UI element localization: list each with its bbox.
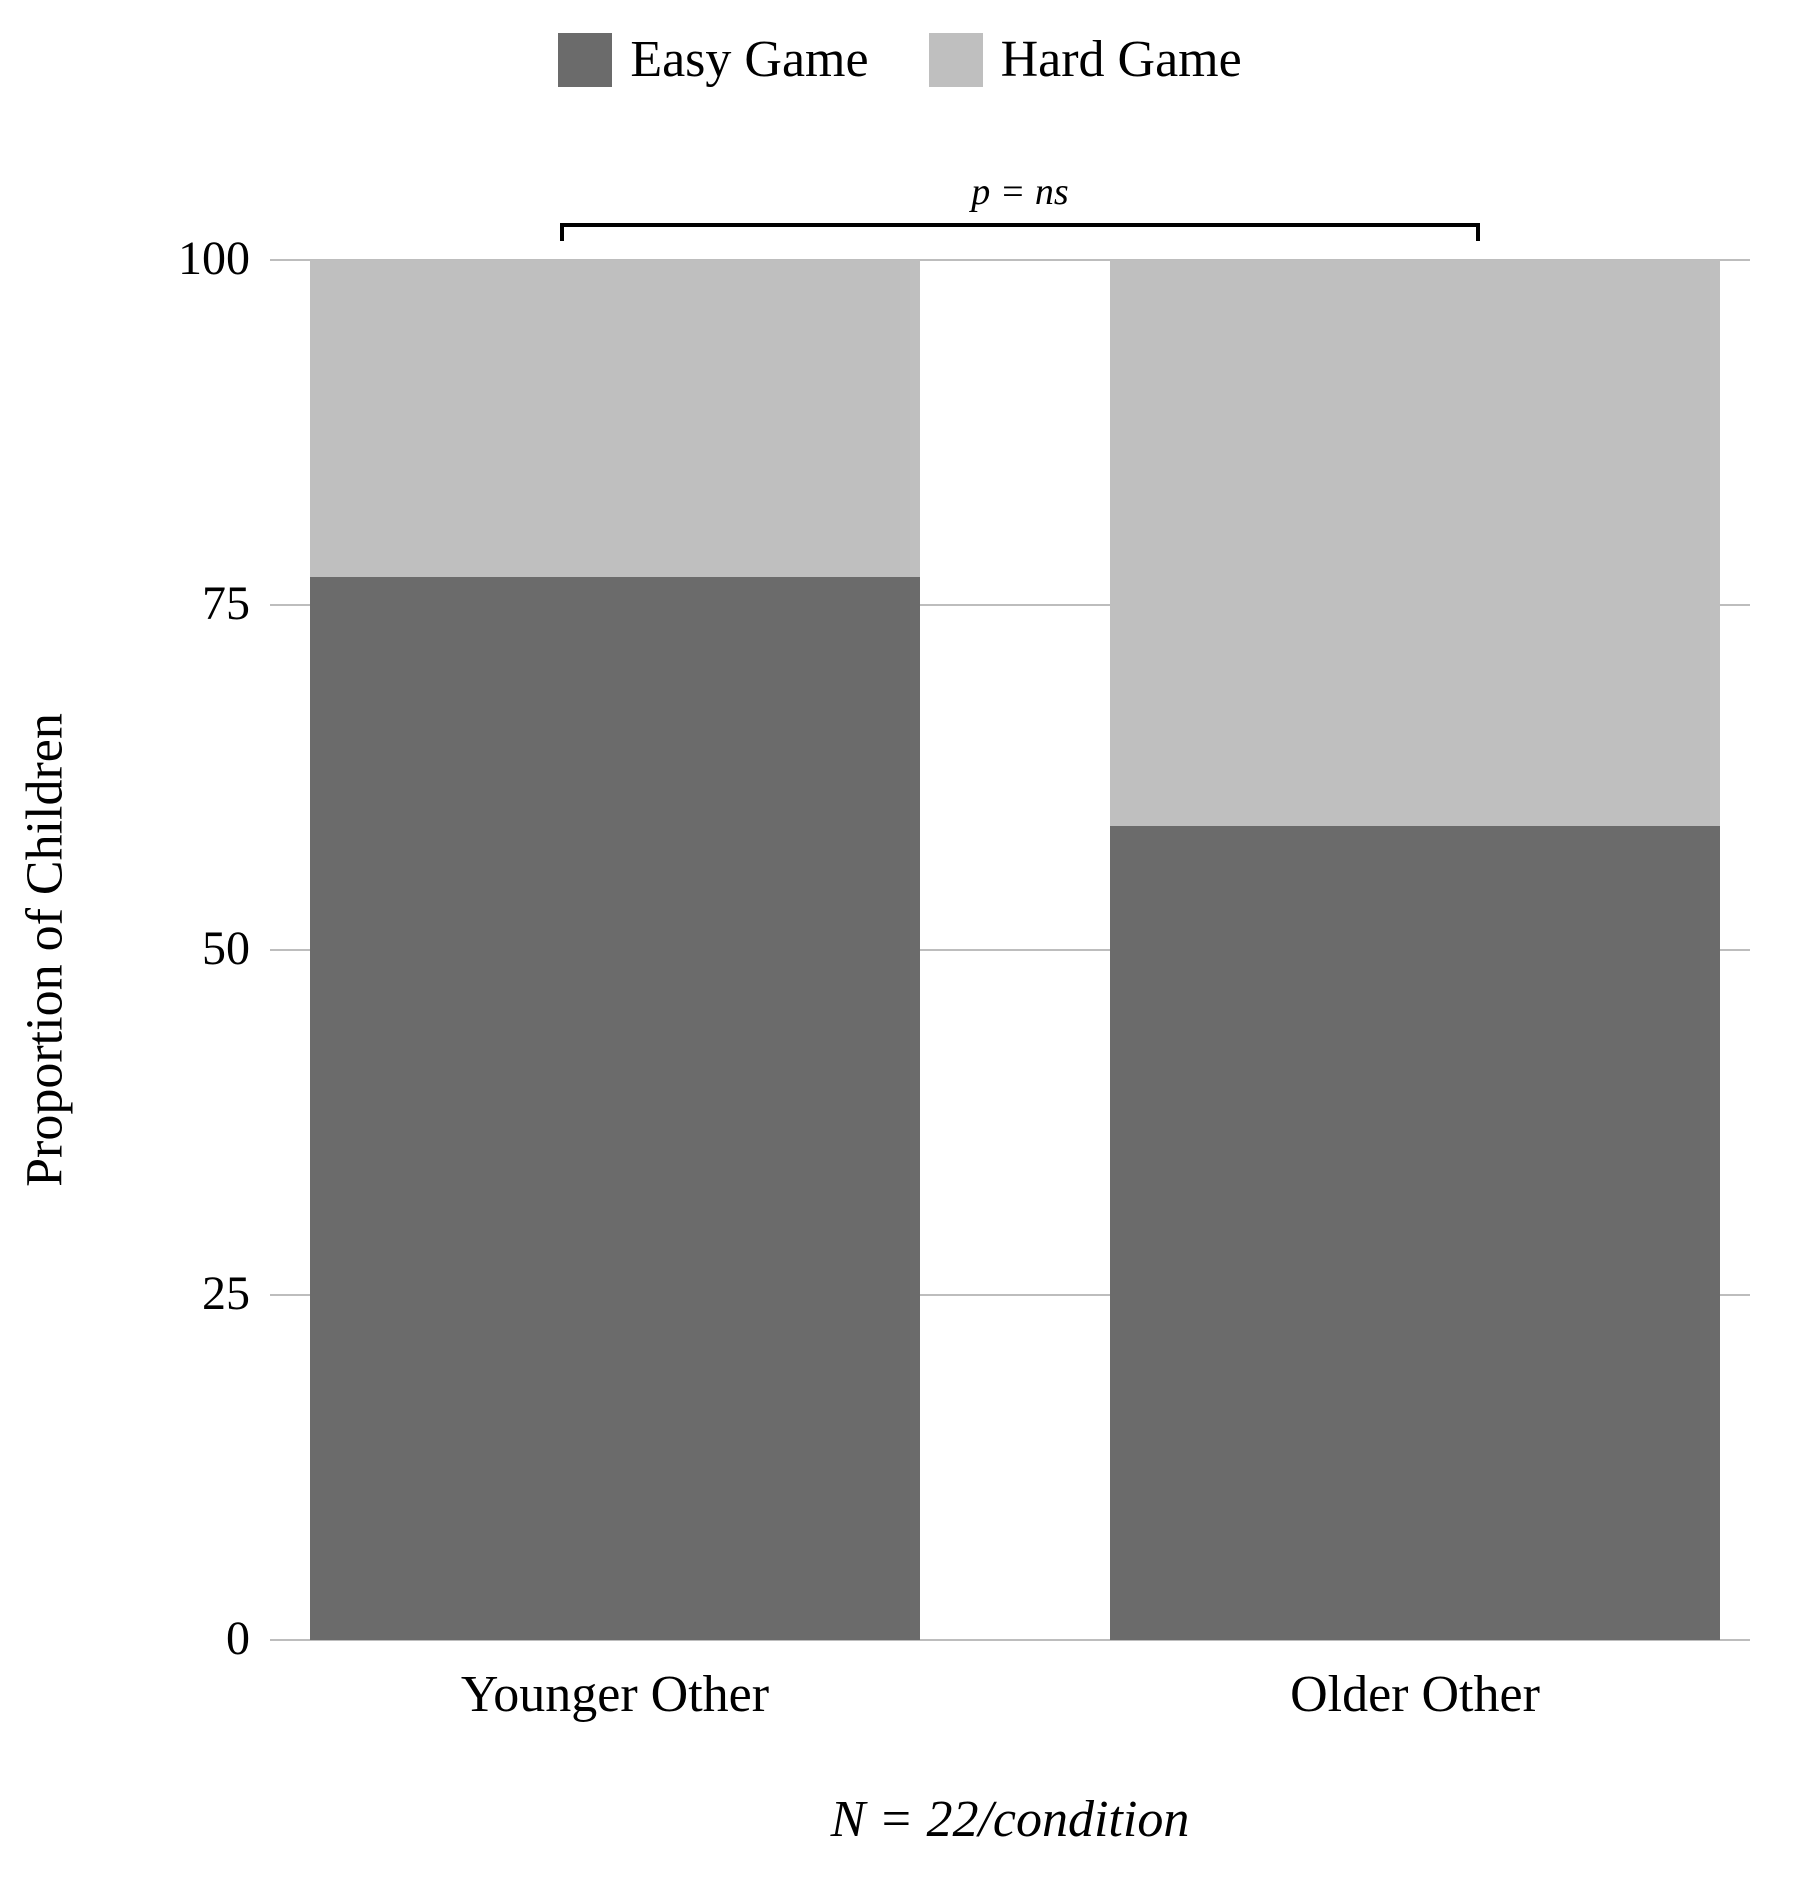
x-category-label: Younger Other [310, 1665, 920, 1724]
significance-label: p = ns [560, 170, 1480, 214]
legend-item-easy: Easy Game [558, 30, 868, 89]
legend: Easy Game Hard Game [0, 30, 1800, 89]
significance-tick-left [560, 223, 564, 241]
bar-segment-hard [1110, 260, 1720, 826]
bar-group [310, 260, 920, 1640]
chart-container: Easy Game Hard Game p = ns Proportion of… [0, 0, 1800, 1886]
bar-group [1110, 260, 1720, 1640]
bar-segment-easy [1110, 826, 1720, 1640]
legend-swatch-hard [929, 33, 983, 87]
legend-label-easy: Easy Game [630, 30, 868, 89]
y-tick-label: 0 [130, 1611, 250, 1666]
x-axis-caption: N = 22/condition [270, 1790, 1750, 1849]
legend-swatch-easy [558, 33, 612, 87]
y-axis-title: Proportion of Children [16, 713, 75, 1187]
bar-segment-hard [310, 260, 920, 577]
x-category-label: Older Other [1110, 1665, 1720, 1724]
y-tick-label: 75 [130, 576, 250, 631]
y-tick-label: 25 [130, 1266, 250, 1321]
legend-label-hard: Hard Game [1001, 30, 1242, 89]
plot-area [270, 260, 1750, 1640]
significance-tick-right [1476, 223, 1480, 241]
legend-item-hard: Hard Game [929, 30, 1242, 89]
bar-segment-easy [310, 577, 920, 1640]
significance-line [560, 223, 1480, 227]
y-tick-label: 50 [130, 921, 250, 976]
y-tick-label: 100 [130, 231, 250, 286]
